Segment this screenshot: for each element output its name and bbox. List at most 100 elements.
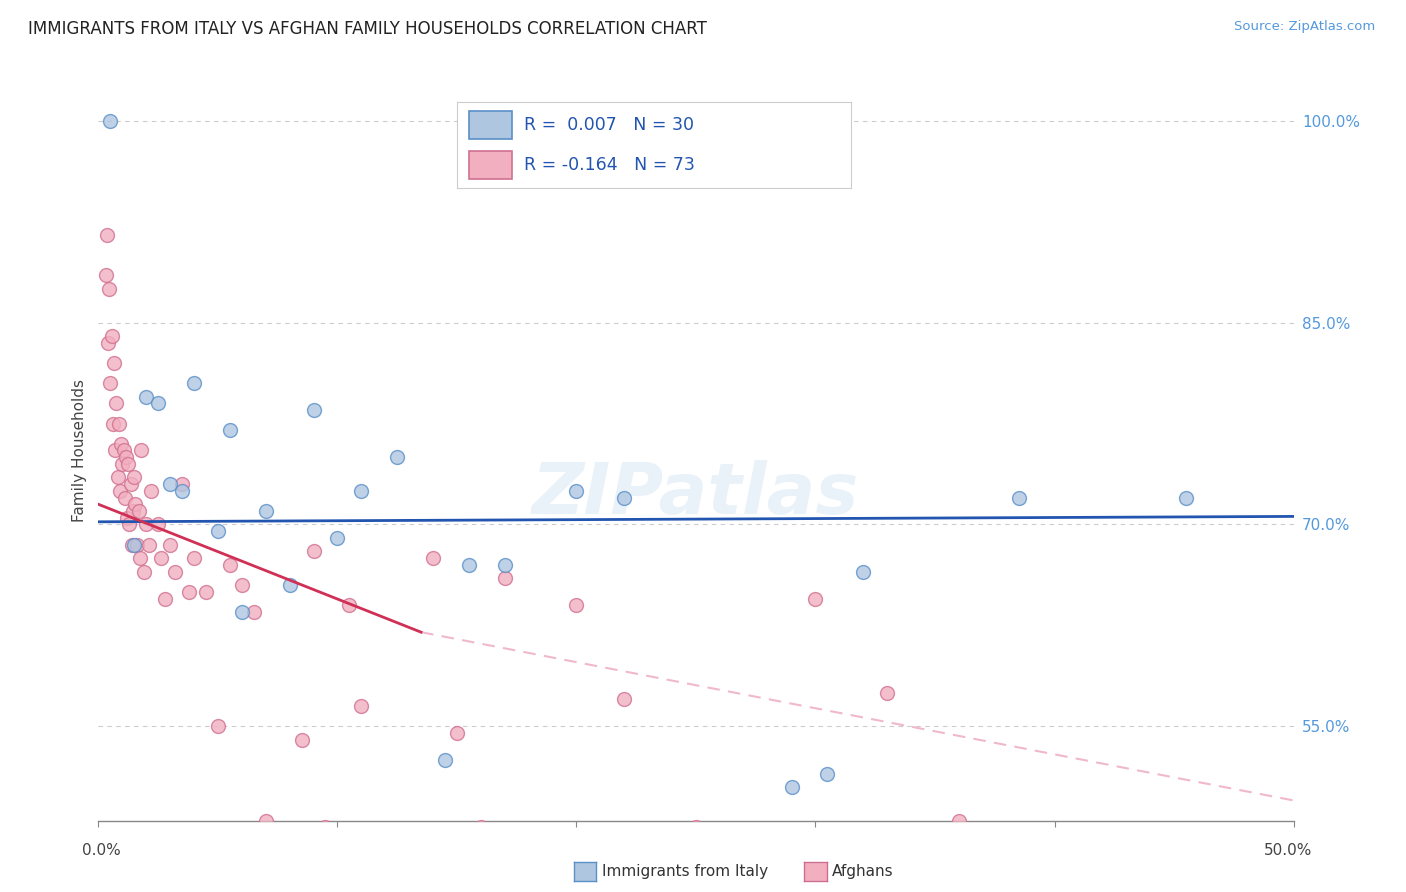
- Point: [124, 470, 146, 484]
- Point: [1163, 847, 1185, 862]
- Point: [326, 834, 349, 848]
- Point: [172, 483, 194, 498]
- Point: [685, 821, 707, 835]
- Point: [125, 538, 148, 552]
- Point: [121, 538, 143, 552]
- Point: [302, 544, 325, 558]
- Point: [254, 504, 277, 518]
- Point: [96, 228, 118, 243]
- Point: [613, 692, 636, 706]
- Point: [219, 558, 242, 572]
- Point: [565, 599, 588, 613]
- Point: [315, 821, 337, 835]
- FancyBboxPatch shape: [468, 111, 512, 139]
- Point: [118, 517, 141, 532]
- Text: R = -0.164   N = 73: R = -0.164 N = 73: [524, 155, 695, 174]
- Point: [278, 578, 301, 592]
- Point: [117, 457, 139, 471]
- Point: [115, 450, 138, 465]
- Point: [135, 390, 157, 404]
- Point: [231, 578, 253, 592]
- FancyBboxPatch shape: [468, 151, 512, 179]
- Point: [219, 423, 242, 437]
- Point: [172, 477, 194, 491]
- Point: [1175, 491, 1198, 505]
- Point: [159, 477, 181, 491]
- Point: [1007, 491, 1029, 505]
- Point: [148, 396, 170, 410]
- Point: [107, 417, 129, 431]
- Point: [103, 356, 125, 370]
- Text: ZIPatlas: ZIPatlas: [533, 460, 859, 529]
- Point: [302, 403, 325, 417]
- Point: [100, 329, 122, 343]
- Point: [98, 282, 121, 296]
- Point: [131, 443, 153, 458]
- Point: [129, 551, 152, 566]
- Point: [494, 571, 516, 585]
- Point: [756, 840, 779, 855]
- Point: [948, 814, 970, 828]
- Point: [112, 443, 135, 458]
- Point: [374, 854, 396, 868]
- Point: [243, 605, 266, 619]
- Point: [290, 732, 312, 747]
- Point: [104, 443, 127, 458]
- Point: [398, 834, 420, 848]
- Point: [350, 483, 373, 498]
- Point: [254, 814, 277, 828]
- Point: [207, 719, 229, 733]
- Point: [114, 491, 136, 505]
- Point: [350, 699, 373, 714]
- Point: [565, 483, 588, 498]
- Point: [470, 821, 492, 835]
- Point: [124, 538, 146, 552]
- Point: [876, 686, 898, 700]
- Point: [517, 847, 540, 862]
- Point: [422, 551, 444, 566]
- Point: [159, 538, 181, 552]
- Point: [94, 268, 117, 283]
- Point: [780, 780, 803, 794]
- Point: [98, 376, 122, 391]
- Point: [231, 605, 253, 619]
- Point: [163, 565, 186, 579]
- Y-axis label: Family Households: Family Households: [72, 379, 87, 522]
- Point: [149, 551, 172, 566]
- Point: [385, 450, 409, 465]
- Point: [138, 538, 160, 552]
- Point: [120, 477, 142, 491]
- Point: [155, 591, 177, 606]
- Point: [326, 531, 349, 545]
- Point: [108, 483, 131, 498]
- Point: [115, 510, 138, 524]
- Point: [179, 584, 201, 599]
- Point: [278, 867, 301, 881]
- Point: [267, 854, 290, 868]
- Point: [1043, 827, 1066, 841]
- Text: Afghans: Afghans: [832, 864, 894, 879]
- Point: [107, 470, 129, 484]
- Point: [183, 376, 205, 391]
- Text: 0.0%: 0.0%: [82, 843, 121, 858]
- Point: [339, 599, 360, 613]
- Point: [111, 457, 134, 471]
- Point: [124, 497, 146, 511]
- Point: [105, 396, 128, 410]
- Point: [804, 591, 827, 606]
- Point: [613, 491, 636, 505]
- Point: [457, 558, 479, 572]
- Point: [194, 584, 218, 599]
- Point: [122, 504, 145, 518]
- Point: [446, 726, 468, 740]
- Point: [132, 565, 155, 579]
- Point: [852, 565, 875, 579]
- Text: 50.0%: 50.0%: [1264, 843, 1312, 858]
- Point: [494, 558, 516, 572]
- Point: [135, 517, 157, 532]
- Point: [148, 517, 170, 532]
- Text: R =  0.007   N = 30: R = 0.007 N = 30: [524, 117, 695, 135]
- Point: [815, 766, 838, 780]
- Point: [98, 113, 122, 128]
- Point: [541, 861, 564, 875]
